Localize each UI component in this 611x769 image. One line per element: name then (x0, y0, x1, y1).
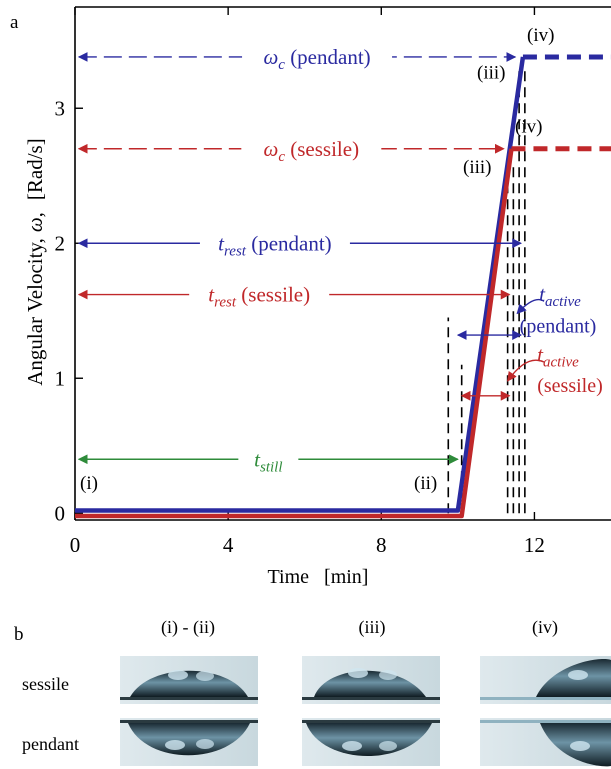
annotation-tactive-sessile-symbol-label-subscript: active (543, 355, 579, 371)
annotation-tactive-pendant-text: (pendant) (520, 315, 597, 337)
annotation-tstill-label-symbol: t (254, 447, 261, 471)
annotation-trest-sessile-label: trest (sessile) (208, 283, 310, 311)
annotation-trest-pendant-bg (199, 229, 350, 256)
row-label-pendant: pendant (22, 734, 79, 754)
annotation-tactive-sessile-leader (507, 359, 545, 382)
row-label-sessile: sessile (22, 674, 69, 694)
x-axis-label: Time [min] (268, 566, 369, 588)
y-axis-label-symbol: ω, (23, 212, 47, 232)
annotation-wc-pendant-label-subscript: c (278, 57, 285, 73)
annotation-trest-sessile-label-suffix: (sessile) (236, 283, 310, 307)
y-axis-label: Angular Velocity, ω, [Rad/s] (23, 138, 47, 385)
annotation-tstill-label: tstill (254, 447, 282, 475)
annotation-wc-sessile-label: ωc (sessile) (264, 137, 360, 165)
series-line-sessile (75, 148, 514, 519)
annotation-trest-sessile-label-subscript: rest (214, 295, 237, 311)
annotation-trest-pendant: trest (pendant) (77, 229, 523, 259)
stage-label-ii: (ii) (414, 473, 437, 494)
annotation-tactive-pendant-symbol-label-symbol: t (539, 282, 546, 306)
stage-label-iii-pendant: (iii) (477, 63, 506, 84)
annotation-tstill-label-subscript: still (260, 459, 283, 475)
annotation-tactive-pendant-leader (516, 298, 545, 315)
annotation-trest-sessile-label-symbol: t (208, 283, 215, 307)
annotation-wc-sessile-bg (241, 134, 382, 161)
panel-label-b: b (14, 624, 24, 645)
annotation-wc-sessile: ωc (sessile) (77, 134, 505, 165)
annotation-tactive-sessile-text: (sessile) (537, 375, 603, 397)
droplet-photo-pendant-i-ii (120, 718, 258, 766)
annotation-wc-pendant-bg (242, 42, 393, 69)
annotation-wc-sessile-label-symbol: ω (264, 137, 279, 161)
chart-annotations: ωc (pendant)ωc (sessile)trest (pendant)t… (77, 25, 603, 494)
y-tick-label-2: 2 (55, 231, 66, 255)
stage-label-iv-pendant: (iv) (527, 25, 554, 46)
stage-label-i: (i) (80, 473, 98, 494)
annotation-wc-sessile-label-subscript: c (278, 149, 285, 165)
droplet-photo-sessile-iii (302, 656, 440, 704)
annotation-wc-pendant: ωc (pendant) (77, 42, 517, 73)
annotation-trest-sessile: trest (sessile) (77, 280, 511, 311)
annotation-wc-pendant-label-symbol: ω (263, 45, 278, 69)
column-label-iv: (iv) (532, 617, 558, 638)
annotation-tactive-sessile-symbol-label-symbol: t (537, 343, 544, 367)
annotation-tactive-pendant-symbol-label: tactive (539, 282, 581, 310)
annotation-tactive-sessile-symbol-label: tactive (537, 343, 579, 371)
chart-marks (75, 54, 611, 519)
annotation-tactive-pendant-symbol-label-subscript: active (545, 294, 581, 310)
y-tick-label-3: 3 (55, 96, 66, 120)
y-tick-label-0: 0 (55, 501, 66, 525)
droplet-photo-pendant-iii (302, 718, 440, 766)
x-tick-label-0: 0 (70, 533, 81, 557)
annotation-tactive-sessile: tactive (sessile) (460, 343, 603, 401)
x-tick-label-12: 12 (524, 533, 545, 557)
y-axis-label-main: Angular Velocity, (23, 238, 47, 386)
annotation-tstill: tstill (77, 445, 459, 475)
annotation-trest-pendant-label: trest (pendant) (218, 231, 332, 259)
y-tick-label-1: 1 (55, 366, 66, 390)
annotation-wc-sessile-label-suffix: (sessile) (285, 137, 359, 161)
annotation-tstill-bg (238, 445, 299, 472)
annotation-tactive-pendant: tactive (pendant) (456, 282, 597, 340)
annotation-trest-pendant-label-symbol: t (218, 231, 225, 255)
annotation-trest-pendant-label-subscript: rest (224, 243, 247, 259)
stage-label-iii-sessile: (iii) (463, 157, 492, 178)
annotation-wc-pendant-label: ωc (pendant) (263, 45, 370, 73)
column-label-iii: (iii) (359, 617, 386, 638)
annotation-trest-pendant-label-suffix: (pendant) (246, 231, 332, 255)
x-tick-label-4: 4 (223, 533, 234, 557)
droplet-photo-pendant-iv (480, 718, 611, 767)
column-label-i-ii: (i) - (ii) (161, 617, 215, 638)
droplet-photo-sessile-iv (480, 656, 611, 704)
y-axis-label-unit: [Rad/s] (23, 138, 47, 200)
annotation-wc-pendant-label-suffix: (pendant) (285, 45, 371, 69)
stage-label-iv-sessile: (iv) (515, 117, 542, 138)
droplet-photo-sessile-i-ii (120, 656, 258, 704)
panel-label-a: a (10, 12, 19, 33)
x-tick-label-8: 8 (376, 533, 387, 557)
annotation-trest-sessile-bg (189, 280, 330, 307)
